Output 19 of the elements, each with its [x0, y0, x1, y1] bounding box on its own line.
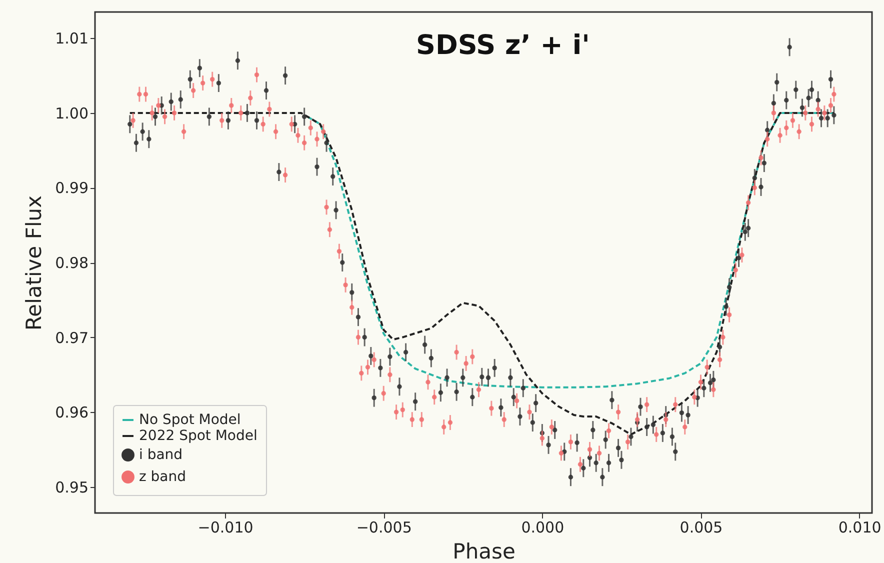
- x-tick-label: 0.000: [521, 518, 564, 536]
- x-tick-label: −0.010: [198, 518, 254, 536]
- legend-label: z band: [139, 469, 186, 485]
- legend-label: No Spot Model: [139, 412, 241, 428]
- text: SDSS z’ + i': [416, 30, 590, 61]
- x-axis-title: Phase: [452, 540, 516, 563]
- y-axis-title: Relative Flux: [22, 195, 46, 331]
- y-tick-label: 0.97: [55, 328, 88, 347]
- y-tick-label: 1.00: [55, 104, 88, 122]
- x-tick-label: 0.005: [680, 518, 723, 536]
- y-tick-label: 0.98: [55, 254, 88, 272]
- legend-label: 2022 Spot Model: [139, 428, 258, 444]
- y-tick-label: 0.99: [55, 179, 88, 198]
- x-tick-label: 0.010: [838, 518, 882, 536]
- y-tick-label: 0.95: [55, 478, 88, 496]
- y-tick-label: 0.96: [55, 404, 88, 422]
- y-tick-label: 1.01: [55, 30, 88, 48]
- legend-label: i band: [139, 447, 183, 463]
- x-tick-label: −0.005: [356, 518, 412, 536]
